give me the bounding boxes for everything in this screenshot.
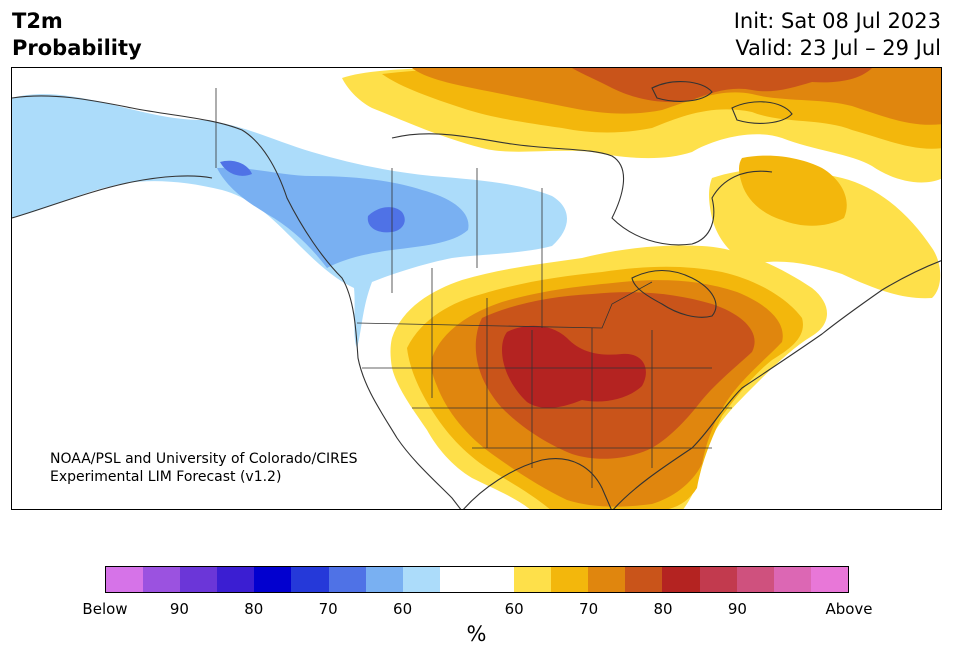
colorbar-segment	[736, 567, 774, 592]
colorbar-ticks: Below 90 80 70 60 60 70 80 90 Above	[0, 600, 953, 620]
colorbar-segment	[106, 567, 144, 592]
colorbar-tick-label: 90	[727, 600, 747, 618]
colorbar-segment	[514, 567, 552, 592]
probability-colorbar	[105, 566, 849, 593]
borders	[215, 88, 732, 488]
above-us-deepred	[502, 325, 646, 408]
colorbar-segment	[180, 567, 218, 592]
below-region-dark-2	[220, 160, 252, 176]
valid-range: Valid: 23 Jul – 29 Jul	[735, 36, 941, 60]
colorbar-segment	[699, 567, 737, 592]
colorbar-tick-label: 70	[579, 600, 599, 618]
title-line-2: Probability	[12, 36, 142, 60]
colorbar-segment	[254, 567, 292, 592]
colorbar-unit: %	[466, 622, 487, 646]
credit-line-1: NOAA/PSL and University of Colorado/CIRE…	[50, 451, 358, 467]
colorbar-segment	[662, 567, 700, 592]
forecast-map: NOAA/PSL and University of Colorado/CIRE…	[11, 67, 942, 510]
map-canvas	[12, 68, 941, 509]
colorbar-segment	[365, 567, 403, 592]
colorbar-tick-label: 80	[653, 600, 673, 618]
colorbar-tick-label: 90	[169, 600, 189, 618]
colorbar-segment	[439, 567, 477, 592]
colorbar-segment	[551, 567, 589, 592]
colorbar-segment	[217, 567, 255, 592]
below-region-dark	[367, 207, 405, 233]
above-north-red	[572, 68, 872, 103]
colorbar-tick-label: Below	[82, 600, 128, 618]
colorbar-tick-label: 60	[393, 600, 413, 618]
init-date: Init: Sat 08 Jul 2023	[733, 9, 941, 33]
colorbar-tick-label: 70	[318, 600, 338, 618]
colorbar-segment	[328, 567, 366, 592]
colorbar-segment	[476, 567, 515, 592]
colorbar-segment	[773, 567, 811, 592]
colorbar-segment	[291, 567, 329, 592]
colorbar-segment	[143, 567, 181, 592]
colorbar-tick-label: 60	[504, 600, 524, 618]
credit-line-2: Experimental LIM Forecast (v1.2)	[50, 469, 282, 485]
map-title: T2m Probability	[12, 8, 142, 62]
colorbar-tick-label: 80	[244, 600, 264, 618]
colorbar-segment	[402, 567, 440, 592]
above-east-canada-orange	[739, 155, 847, 226]
below-region-mid	[217, 167, 469, 268]
colorbar-segment	[810, 567, 848, 592]
map-credit: NOAA/PSL and University of Colorado/CIRE…	[50, 450, 358, 486]
colorbar-tick-label: Above	[825, 600, 873, 618]
coastlines	[12, 81, 941, 509]
forecast-dates: Init: Sat 08 Jul 2023 Valid: 23 Jul – 29…	[734, 8, 941, 62]
title-line-1: T2m	[12, 9, 63, 33]
colorbar-segment	[588, 567, 626, 592]
colorbar-segment	[625, 567, 663, 592]
